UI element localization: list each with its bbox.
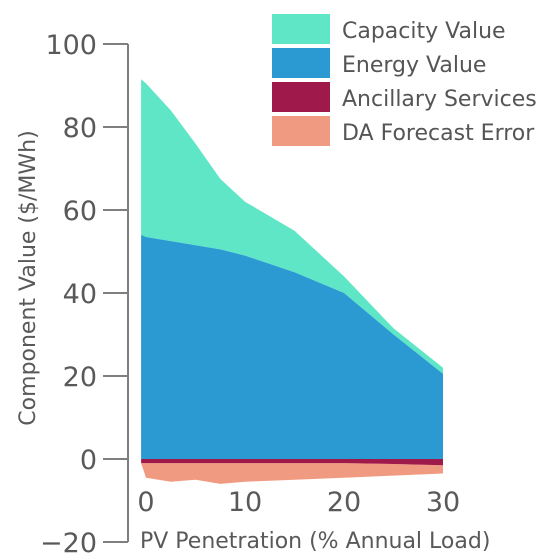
legend-swatch bbox=[272, 48, 330, 78]
area-series-energy-value bbox=[141, 234, 443, 459]
legend-swatch bbox=[272, 14, 330, 44]
x-tick-labels: 0 10 20 30 bbox=[137, 487, 460, 518]
axes bbox=[103, 43, 129, 543]
y-tick-label: 100 bbox=[45, 30, 97, 61]
plot-areas bbox=[141, 79, 443, 484]
y-tick-label: −20 bbox=[40, 528, 97, 554]
x-tick-label: 20 bbox=[327, 487, 361, 518]
y-tick-labels: −20 0 20 40 60 80 100 bbox=[40, 30, 97, 554]
x-tick-label: 30 bbox=[426, 487, 460, 518]
area-series-da-forecast-error bbox=[141, 463, 443, 484]
x-tick-label: 10 bbox=[228, 487, 262, 518]
area-series-ancillary-services bbox=[141, 459, 443, 466]
y-tick-label: 60 bbox=[63, 196, 97, 227]
y-axis-title: Component Value ($/MWh) bbox=[16, 130, 41, 425]
legend-label: Energy Value bbox=[342, 53, 486, 78]
y-axis-line bbox=[103, 43, 129, 543]
area-series-capacity-value bbox=[141, 79, 443, 374]
y-tick-label: 20 bbox=[63, 362, 97, 393]
y-tick-label: 0 bbox=[80, 445, 97, 476]
legend-label: Ancillary Services bbox=[342, 87, 537, 112]
legend-label: DA Forecast Error bbox=[342, 121, 535, 146]
legend-swatch bbox=[272, 116, 330, 146]
legend-swatch bbox=[272, 82, 330, 112]
x-tick-label: 0 bbox=[137, 487, 154, 518]
x-axis-title: PV Penetration (% Annual Load) bbox=[140, 529, 490, 554]
y-tick-label: 40 bbox=[63, 279, 97, 310]
y-tick-label: 80 bbox=[63, 113, 97, 144]
legend: Capacity Value Energy Value Ancillary Serv… bbox=[272, 14, 537, 146]
legend-label: Capacity Value bbox=[342, 19, 506, 44]
